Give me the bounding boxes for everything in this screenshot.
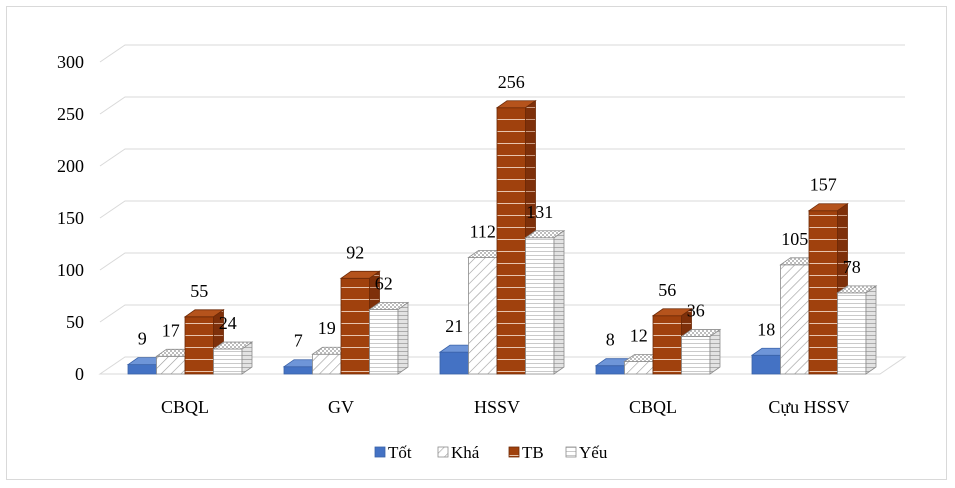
data-label: 78 bbox=[843, 257, 861, 277]
y-tick-label: 250 bbox=[57, 104, 84, 124]
y-tick-label: 150 bbox=[57, 208, 84, 228]
data-label: 17 bbox=[162, 320, 180, 340]
data-label: 7 bbox=[294, 331, 303, 351]
data-label: 18 bbox=[757, 319, 775, 339]
gridline bbox=[99, 148, 905, 167]
legend-item: Tốt bbox=[374, 443, 412, 462]
legend-swatch bbox=[508, 446, 520, 458]
y-tick-label: 0 bbox=[75, 364, 84, 384]
bar-side bbox=[709, 328, 721, 375]
y-tick-label: 50 bbox=[66, 312, 84, 332]
y-tick-label: 100 bbox=[57, 260, 84, 280]
bar-front bbox=[525, 237, 555, 375]
data-label: 112 bbox=[470, 222, 496, 242]
legend-item: Khá bbox=[437, 443, 480, 462]
x-category-label: HSSV bbox=[474, 397, 520, 417]
y-tick-label: 300 bbox=[57, 52, 84, 72]
bar-front bbox=[595, 365, 625, 375]
bar-front bbox=[312, 353, 342, 375]
bar-front bbox=[780, 264, 810, 375]
legend-label: Yếu bbox=[579, 443, 608, 462]
data-label: 19 bbox=[318, 318, 336, 338]
bar bbox=[368, 301, 410, 375]
legend-swatch bbox=[437, 446, 449, 458]
bar-front bbox=[468, 257, 498, 375]
bar-front bbox=[213, 348, 243, 375]
data-label: 256 bbox=[498, 72, 525, 92]
bar-front bbox=[340, 277, 370, 375]
gridline bbox=[99, 200, 905, 219]
gridline bbox=[99, 44, 905, 63]
legend-label: TB bbox=[522, 443, 544, 462]
bar-front bbox=[624, 361, 654, 375]
bar-side bbox=[241, 341, 253, 375]
data-label: 105 bbox=[781, 229, 808, 249]
bar-side bbox=[397, 301, 409, 375]
data-label: 8 bbox=[606, 330, 615, 350]
data-label: 56 bbox=[658, 280, 676, 300]
bar bbox=[836, 285, 878, 375]
data-label: 36 bbox=[687, 301, 705, 321]
gridline bbox=[99, 252, 905, 271]
bar bbox=[807, 202, 849, 375]
legend-item: Yếu bbox=[565, 443, 608, 462]
bar-side bbox=[865, 285, 877, 375]
bar bbox=[212, 341, 254, 375]
bar-front bbox=[156, 355, 186, 375]
bar-front bbox=[751, 354, 781, 375]
y-tick-label: 200 bbox=[57, 156, 84, 176]
x-category-label: GV bbox=[328, 397, 354, 417]
data-label: 92 bbox=[346, 242, 364, 262]
bar-front bbox=[837, 292, 867, 375]
bar-front bbox=[439, 351, 469, 375]
legend-swatch bbox=[374, 446, 386, 458]
gridline bbox=[99, 304, 905, 323]
data-label: 131 bbox=[526, 202, 553, 222]
bar-side bbox=[553, 229, 565, 375]
legend-swatch bbox=[565, 446, 577, 458]
x-category-label: Cựu HSSV bbox=[768, 397, 849, 417]
data-label: 9 bbox=[138, 329, 147, 349]
bar-front bbox=[496, 107, 526, 375]
legend-item: TB bbox=[508, 443, 544, 462]
chart-frame bbox=[6, 6, 947, 480]
data-label: 12 bbox=[630, 326, 648, 346]
bar-front bbox=[127, 364, 157, 375]
data-label: 24 bbox=[219, 313, 237, 333]
bar bbox=[680, 328, 722, 375]
data-label: 55 bbox=[190, 281, 208, 301]
x-category-label: CBQL bbox=[161, 397, 209, 417]
legend-label: Tốt bbox=[388, 443, 412, 462]
data-label: 21 bbox=[445, 316, 463, 336]
data-label: 62 bbox=[375, 274, 393, 294]
x-category-label: CBQL bbox=[629, 397, 677, 417]
legend-label: Khá bbox=[451, 443, 480, 462]
bar-front bbox=[283, 366, 313, 375]
bar-front bbox=[184, 316, 214, 375]
bar bbox=[524, 229, 566, 375]
data-label: 157 bbox=[810, 175, 837, 195]
bar-front bbox=[652, 315, 682, 375]
bar-front bbox=[681, 336, 711, 375]
bar-front bbox=[808, 210, 838, 375]
gridline bbox=[99, 96, 905, 115]
bar-front bbox=[369, 309, 399, 375]
